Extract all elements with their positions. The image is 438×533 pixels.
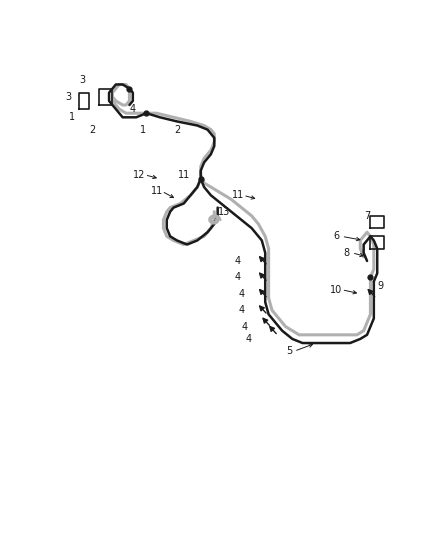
Text: 1: 1 bbox=[140, 125, 146, 135]
Text: 4: 4 bbox=[242, 321, 248, 332]
Text: 4: 4 bbox=[245, 334, 251, 344]
Text: 13: 13 bbox=[219, 207, 230, 217]
Text: 11: 11 bbox=[232, 190, 244, 200]
Text: 3: 3 bbox=[79, 75, 85, 85]
Text: 6: 6 bbox=[333, 231, 339, 241]
Text: 4: 4 bbox=[235, 256, 241, 266]
Text: 8: 8 bbox=[344, 248, 350, 258]
Text: 4: 4 bbox=[235, 272, 241, 282]
Text: 2: 2 bbox=[174, 125, 180, 135]
Text: 12: 12 bbox=[134, 170, 146, 180]
Text: 3: 3 bbox=[65, 92, 71, 102]
Text: 9: 9 bbox=[378, 280, 384, 290]
Text: 11: 11 bbox=[151, 186, 162, 196]
Text: 4: 4 bbox=[130, 104, 136, 114]
Text: 1: 1 bbox=[69, 112, 75, 122]
Text: 10: 10 bbox=[330, 285, 343, 295]
Text: 4: 4 bbox=[238, 305, 244, 315]
Text: 11: 11 bbox=[178, 170, 190, 180]
Text: 2: 2 bbox=[89, 125, 95, 135]
Text: 5: 5 bbox=[286, 346, 292, 356]
Text: 7: 7 bbox=[364, 211, 370, 221]
Text: 4: 4 bbox=[238, 289, 244, 299]
